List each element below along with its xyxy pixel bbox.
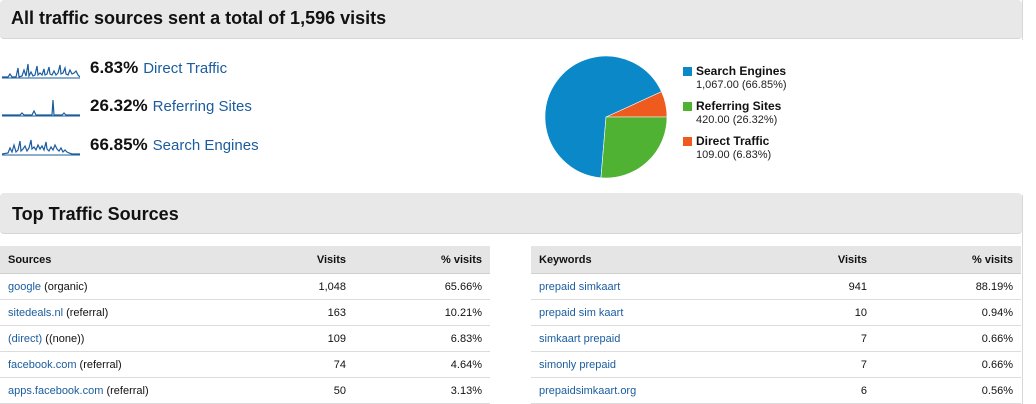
percent-cell: 0.94% [875, 299, 1021, 326]
legend-label-direct-traffic: Direct Traffic [696, 134, 770, 148]
percent-cell: 3.13% [354, 377, 490, 404]
keyword-link[interactable]: prepaid simkaart [539, 280, 621, 293]
source-link[interactable]: apps.facebook.com [8, 384, 104, 397]
percent-cell: 0.66% [875, 325, 1021, 352]
sparkline-direct [2, 63, 80, 79]
legend-swatch-direct-traffic [683, 137, 692, 146]
percent-visits-column-header[interactable]: % visits [354, 246, 490, 274]
table-row: prepaidsimkaart.org 6 0.56% [531, 377, 1021, 404]
traffic-percent-direct: 6.83% [90, 58, 139, 77]
source-link[interactable]: google [8, 280, 42, 293]
search-engines-link[interactable]: Search Engines [152, 136, 259, 154]
legend-label-search-engines: Search Engines [696, 64, 787, 78]
top-sources-title: Top Traffic Sources [12, 204, 179, 224]
sources-table: Sources Visits % visits google (organic)… [0, 246, 490, 404]
sparkline-referring [2, 99, 80, 117]
traffic-row-search: 66.85% Search Engines [0, 131, 259, 159]
legend-value-direct-traffic: 109.00 (6.83%) [696, 149, 772, 161]
pie-slice-referring-sites [600, 116, 668, 179]
source-medium: (organic) [44, 280, 88, 293]
source-cell: facebook.com (referral) [0, 351, 278, 378]
traffic-percent-referring: 26.32% [90, 96, 148, 115]
source-cell: (direct) ((none)) [0, 325, 278, 352]
visits-cell: 74 [278, 351, 354, 378]
legend-value-referring-sites: 420.00 (26.32%) [696, 114, 778, 126]
legend-value-search-engines: 1,067.00 (66.85%) [696, 79, 787, 91]
summary-title: All traffic sources sent a total of 1,59… [11, 8, 387, 28]
percent-cell: 4.64% [354, 351, 490, 378]
table-row: simonly prepaid 7 0.66% [531, 351, 1021, 378]
percent-cell: 65.66% [354, 273, 490, 300]
traffic-row-direct: 6.83% Direct Traffic [0, 54, 227, 82]
visits-cell: 7 [799, 351, 875, 378]
keyword-link[interactable]: prepaid sim kaart [539, 306, 624, 319]
table-row: simkaart prepaid 7 0.66% [531, 325, 1021, 352]
percent-cell: 0.66% [875, 351, 1021, 378]
percent-cell: 88.19% [875, 273, 1021, 300]
keyword-link[interactable]: simkaart prepaid [539, 332, 621, 345]
sources-header-row: Sources Visits % visits [0, 246, 490, 274]
percent-cell: 0.56% [875, 377, 1021, 404]
keywords-column-header[interactable]: Keywords [531, 246, 799, 274]
keywords-table: Keywords Visits % visits prepaid simkaar… [531, 246, 1021, 404]
table-row: facebook.com (referral) 74 4.64% [0, 351, 490, 378]
direct-traffic-link[interactable]: Direct Traffic [143, 59, 228, 77]
source-link[interactable]: (direct) [8, 332, 43, 345]
pie-slice-search-engines [544, 55, 662, 179]
table-row: sitedeals.nl (referral) 163 10.21% [0, 299, 490, 326]
percent-cell: 6.83% [354, 325, 490, 352]
visits-cell: 7 [799, 325, 875, 352]
traffic-row-referring: 26.32% Referring Sites [0, 92, 252, 120]
source-cell: apps.facebook.com (referral) [0, 377, 278, 404]
top-sources-header: Top Traffic Sources [0, 193, 1022, 234]
traffic-pie-chart [544, 55, 668, 179]
referring-sites-link[interactable]: Referring Sites [152, 97, 252, 115]
keyword-cell: prepaid sim kaart [531, 299, 799, 326]
keyword-cell: prepaid simkaart [531, 273, 799, 300]
visits-cell: 163 [278, 299, 354, 326]
table-row: prepaid simkaart 941 88.19% [531, 273, 1021, 300]
visits-cell: 941 [799, 273, 875, 300]
keyword-link[interactable]: simonly prepaid [539, 358, 617, 371]
right-edge-top [1022, 0, 1035, 40]
keyword-percent-column-header[interactable]: % visits [875, 246, 1021, 274]
keyword-cell: simonly prepaid [531, 351, 799, 378]
keywords-header-row: Keywords Visits % visits [531, 246, 1021, 274]
keyword-cell: simkaart prepaid [531, 325, 799, 352]
source-link[interactable]: sitedeals.nl [8, 306, 64, 319]
legend-label-referring-sites: Referring Sites [696, 99, 782, 113]
keyword-link[interactable]: prepaidsimkaart.org [539, 384, 637, 397]
visits-cell: 1,048 [278, 273, 354, 300]
source-medium: ((none)) [45, 332, 85, 345]
source-medium: (referral) [79, 358, 122, 371]
keyword-visits-column-header[interactable]: Visits [799, 246, 875, 274]
table-row: (direct) ((none)) 109 6.83% [0, 325, 490, 352]
sparkline-search [2, 139, 80, 156]
source-medium: (referral) [106, 384, 149, 397]
visits-column-header[interactable]: Visits [278, 246, 354, 274]
summary-header: All traffic sources sent a total of 1,59… [0, 0, 1022, 39]
table-row: apps.facebook.com (referral) 50 3.13% [0, 377, 490, 404]
keyword-cell: prepaidsimkaart.org [531, 377, 799, 404]
legend-swatch-search-engines [683, 67, 692, 76]
traffic-percent-search: 66.85% [90, 135, 148, 154]
visits-cell: 109 [278, 325, 354, 352]
percent-cell: 10.21% [354, 299, 490, 326]
source-link[interactable]: facebook.com [8, 358, 77, 371]
visits-cell: 50 [278, 377, 354, 404]
table-row: prepaid sim kaart 10 0.94% [531, 299, 1021, 326]
legend-swatch-referring-sites [683, 102, 692, 111]
visits-cell: 10 [799, 299, 875, 326]
source-medium: (referral) [66, 306, 109, 319]
table-row: google (organic) 1,048 65.66% [0, 273, 490, 300]
source-cell: sitedeals.nl (referral) [0, 299, 278, 326]
source-cell: google (organic) [0, 273, 278, 300]
right-edge-bottom [1022, 195, 1035, 404]
sources-column-header[interactable]: Sources [0, 246, 278, 274]
visits-cell: 6 [799, 377, 875, 404]
